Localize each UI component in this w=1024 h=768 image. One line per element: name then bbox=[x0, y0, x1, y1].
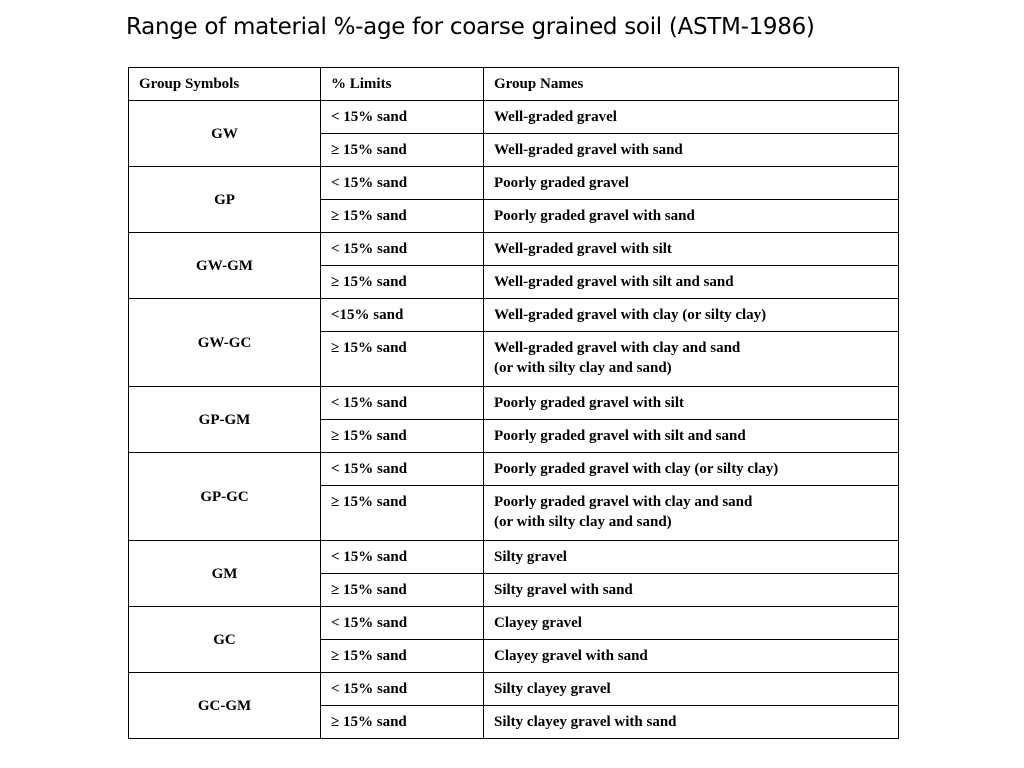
header-group-names: Group Names bbox=[483, 67, 899, 101]
percent-limit-cell: ≥ 15% sand bbox=[320, 133, 484, 167]
percent-limit-cell: < 15% sand bbox=[320, 606, 484, 640]
percent-limit-cell: ≥ 15% sand bbox=[320, 705, 484, 739]
group-symbol-cell: GP-GC bbox=[128, 452, 321, 541]
group-name-cell: Poorly graded gravel with clay (or silty… bbox=[483, 452, 899, 486]
page-title: Range of material %-age for coarse grain… bbox=[126, 14, 815, 40]
group-symbol-cell: GC-GM bbox=[128, 672, 321, 739]
table-row: GP < 15% sand Poorly graded gravel bbox=[128, 166, 899, 233]
group-name-cell: Poorly graded gravel with silt bbox=[483, 386, 899, 420]
group-symbol-cell: GM bbox=[128, 540, 321, 607]
group-name-cell: Clayey gravel with sand bbox=[483, 639, 899, 673]
group-symbol-cell: GW bbox=[128, 100, 321, 167]
group-name-cell: Silty gravel bbox=[483, 540, 899, 574]
group-name-text: Silty gravel bbox=[494, 549, 567, 565]
group-name-cell: Poorly graded gravel bbox=[483, 166, 899, 200]
percent-limit-cell: < 15% sand bbox=[320, 386, 484, 420]
group-name-cell: Well-graded gravel with silt bbox=[483, 232, 899, 266]
group-symbol-cell: GW-GC bbox=[128, 298, 321, 387]
header-group-symbols: Group Symbols bbox=[128, 67, 321, 101]
group-symbol-cell: GC bbox=[128, 606, 321, 673]
table-row: GC-GM < 15% sand Silty clayey gravel bbox=[128, 672, 899, 739]
group-name-text: Silty clayey gravel bbox=[494, 681, 611, 697]
table-row: ≥ 15% sand Poorly graded gravel with clay… bbox=[129, 485, 899, 541]
group-name-text: Silty gravel with sand bbox=[494, 582, 633, 598]
table-row: ≥ 15% sand Well-graded gravel with sand bbox=[129, 133, 899, 167]
group-name-cell: Poorly graded gravel with clay and sand (… bbox=[483, 485, 899, 541]
group-symbol-cell: GP bbox=[128, 166, 321, 233]
group-name-cell: Silty clayey gravel with sand bbox=[483, 705, 899, 739]
percent-limit-cell: ≥ 15% sand bbox=[320, 199, 484, 233]
group-name-text: Well-graded gravel with silt bbox=[494, 241, 672, 257]
table-row: ≥ 15% sand Silty clayey gravel with sand bbox=[129, 705, 899, 739]
table-row: ≥ 15% sand Well-graded gravel with silt a… bbox=[129, 265, 899, 299]
percent-limit-cell: ≥ 15% sand bbox=[320, 639, 484, 673]
group-name-text: Well-graded gravel bbox=[494, 109, 617, 125]
percent-limit-cell: ≥ 15% sand bbox=[320, 419, 484, 453]
table-row: GP-GM < 15% sand Poorly graded gravel with… bbox=[128, 386, 899, 453]
percent-limit-cell: ≥ 15% sand bbox=[320, 331, 484, 387]
group-symbol-cell: GW-GM bbox=[128, 232, 321, 299]
table-row: ≥ 15% sand Poorly graded gravel with sand bbox=[129, 199, 899, 233]
group-name-text: Well-graded gravel with clay and sand bbox=[494, 340, 741, 356]
percent-limit-cell: ≥ 15% sand bbox=[320, 485, 484, 541]
group-name-cell: Well-graded gravel with sand bbox=[483, 133, 899, 167]
group-name-text: Well-graded gravel with silt and sand bbox=[494, 274, 734, 290]
percent-limit-cell: ≥ 15% sand bbox=[320, 265, 484, 299]
table-body: GW < 15% sand Well-graded gravel ≥ 15% sand… bbox=[128, 100, 899, 739]
group-name-text: Poorly graded gravel with clay (or silty… bbox=[494, 461, 779, 477]
group-name-cell: Well-graded gravel with clay and sand (or… bbox=[483, 331, 899, 387]
table-row: GW-GM < 15% sand Well-graded gravel with s… bbox=[128, 232, 899, 299]
group-name-cell: Well-graded gravel with silt and sand bbox=[483, 265, 899, 299]
group-name-text: Poorly graded gravel with sand bbox=[494, 208, 695, 224]
group-name-text: Poorly graded gravel with clay and sand bbox=[494, 494, 753, 510]
group-name-text: Well-graded gravel with clay (or silty c… bbox=[494, 307, 767, 323]
percent-limit-cell: < 15% sand bbox=[320, 232, 484, 266]
group-name-text: Well-graded gravel with sand bbox=[494, 142, 683, 158]
table-row: ≥ 15% sand Silty gravel with sand bbox=[129, 573, 899, 607]
group-name-text: Clayey gravel with sand bbox=[494, 648, 648, 664]
percent-limit-cell: < 15% sand bbox=[320, 166, 484, 200]
table-row: ≥ 15% sand Clayey gravel with sand bbox=[129, 639, 899, 673]
group-name-text: Poorly graded gravel bbox=[494, 175, 629, 191]
group-name-text: Poorly graded gravel with silt and sand bbox=[494, 428, 746, 444]
group-name-text: Silty clayey gravel with sand bbox=[494, 714, 677, 730]
percent-limit-cell: <15% sand bbox=[320, 298, 484, 332]
group-name-text: Clayey gravel bbox=[494, 615, 582, 631]
percent-limit-cell: < 15% sand bbox=[320, 452, 484, 486]
group-name-cell: Silty gravel with sand bbox=[483, 573, 899, 607]
group-name-text: Poorly graded gravel with silt bbox=[494, 395, 684, 411]
percent-limit-cell: ≥ 15% sand bbox=[320, 573, 484, 607]
group-name-cell: Poorly graded gravel with sand bbox=[483, 199, 899, 233]
table-row: GC < 15% sand Clayey gravel bbox=[128, 606, 899, 673]
table-row: GP-GC < 15% sand Poorly graded gravel with… bbox=[128, 452, 899, 541]
group-name-text-continued: (or with silty clay and sand) bbox=[494, 360, 672, 376]
header-limits: % Limits bbox=[320, 67, 484, 101]
group-name-cell: Well-graded gravel with clay (or silty c… bbox=[483, 298, 899, 332]
percent-limit-cell: < 15% sand bbox=[320, 672, 484, 706]
soil-classification-table: Group Symbols % Limits Group Names GW < 1… bbox=[128, 67, 899, 739]
group-name-cell: Silty clayey gravel bbox=[483, 672, 899, 706]
table-row: GW-GC <15% sand Well-graded gravel with cl… bbox=[128, 298, 899, 387]
group-symbol-cell: GP-GM bbox=[128, 386, 321, 453]
table-row: ≥ 15% sand Well-graded gravel with clay a… bbox=[129, 331, 899, 387]
table-header-row: Group Symbols % Limits Group Names bbox=[128, 67, 899, 101]
percent-limit-cell: < 15% sand bbox=[320, 540, 484, 574]
group-name-cell: Well-graded gravel bbox=[483, 100, 899, 134]
group-name-cell: Poorly graded gravel with silt and sand bbox=[483, 419, 899, 453]
table-row: GW < 15% sand Well-graded gravel bbox=[128, 100, 899, 167]
percent-limit-cell: < 15% sand bbox=[320, 100, 484, 134]
group-name-text-continued: (or with silty clay and sand) bbox=[494, 514, 672, 530]
table-row: GM < 15% sand Silty gravel bbox=[128, 540, 899, 607]
group-name-cell: Clayey gravel bbox=[483, 606, 899, 640]
